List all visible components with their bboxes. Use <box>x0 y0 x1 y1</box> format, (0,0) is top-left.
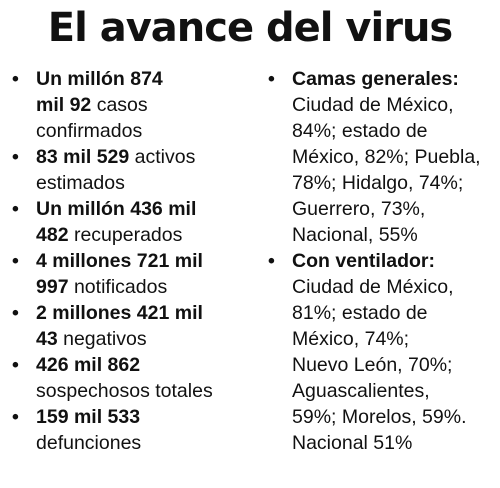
confirmed-label-part2: confirmados <box>36 120 143 142</box>
active-value: 83 mil 529 <box>36 146 130 168</box>
occupancy-list: • Camas generales: Ciudad de México, 84%… <box>268 66 494 456</box>
ventilator-line: México, 74%; <box>292 328 410 350</box>
ventilator-line: Ciudad de México, <box>292 276 454 298</box>
recovered-label: recuperados <box>68 224 183 246</box>
bullet-icon: • <box>12 406 19 428</box>
negative-label: negativos <box>57 328 147 350</box>
general-beds-line: Ciudad de México, <box>292 94 454 116</box>
list-item-active: • 83 mil 529 activos estimados <box>12 144 260 196</box>
list-item-suspected: • 426 mil 862 sospechosos totales <box>12 352 260 404</box>
notified-value-part1: 4 millones 721 mil <box>36 250 203 272</box>
list-item-general-beds: • Camas generales: Ciudad de México, 84%… <box>268 66 494 248</box>
suspected-value: 426 mil 862 <box>36 354 141 376</box>
bullet-icon: • <box>268 250 275 272</box>
bullet-icon: • <box>12 68 19 90</box>
ventilator-line: Nuevo León, 70%; <box>292 354 453 376</box>
ventilator-line: 81%; estado de <box>292 302 428 324</box>
general-beds-line: México, 82%; Puebla, <box>292 146 481 168</box>
general-beds-line: Guerrero, 73%, <box>292 198 426 220</box>
general-beds-line: 84%; estado de <box>292 120 428 142</box>
bullet-icon: • <box>12 250 19 272</box>
active-label-part1: activos <box>129 146 196 168</box>
confirmed-value-part1: Un millón 874 <box>36 68 163 90</box>
list-item-ventilator-beds: • Con ventilador: Ciudad de México, 81%;… <box>268 248 494 456</box>
bullet-icon: • <box>12 146 19 168</box>
stats-list: • Un millón 874 mil 92 casos confirmados… <box>12 66 260 456</box>
ventilator-line: 59%; Morelos, 59%. <box>292 406 467 428</box>
deaths-label: defunciones <box>36 432 142 454</box>
recovered-value-part2: 482 <box>36 224 69 246</box>
list-item-negative: • 2 millones 421 mil 43 negativos <box>12 300 260 352</box>
negative-value-part2: 43 <box>36 328 58 350</box>
negative-value-part1: 2 millones 421 mil <box>36 302 203 324</box>
general-beds-line: Nacional, 55% <box>292 224 418 246</box>
bullet-icon: • <box>12 354 19 376</box>
notified-value-part2: 997 <box>36 276 69 298</box>
page-title: El avance del virus <box>47 5 453 51</box>
notified-label: notificados <box>68 276 168 298</box>
bullet-icon: • <box>268 68 275 90</box>
list-item-notified: • 4 millones 721 mil 997 notificados <box>12 248 260 300</box>
deaths-value: 159 mil 533 <box>36 406 141 428</box>
general-beds-line: 78%; Hidalgo, 74%; <box>292 172 464 194</box>
suspected-label: sospechosos totales <box>36 380 213 402</box>
general-beds-heading: Camas generales: <box>292 68 459 90</box>
list-item-recovered: • Un millón 436 mil 482 recuperados <box>12 196 260 248</box>
ventilator-heading: Con ventilador: <box>292 250 436 272</box>
bullet-icon: • <box>12 198 19 220</box>
list-item-confirmed: • Un millón 874 mil 92 casos confirmados <box>12 66 260 144</box>
confirmed-value-part2: mil 92 <box>36 94 92 116</box>
bullet-icon: • <box>12 302 19 324</box>
ventilator-line: Aguascalientes, <box>292 380 430 402</box>
active-label-part2: estimados <box>36 172 125 194</box>
confirmed-label-part1: casos <box>91 94 148 116</box>
ventilator-line: Nacional 51% <box>292 432 413 454</box>
recovered-value-part1: Un millón 436 mil <box>36 198 197 220</box>
list-item-deaths: • 159 mil 533 defunciones <box>12 404 260 456</box>
